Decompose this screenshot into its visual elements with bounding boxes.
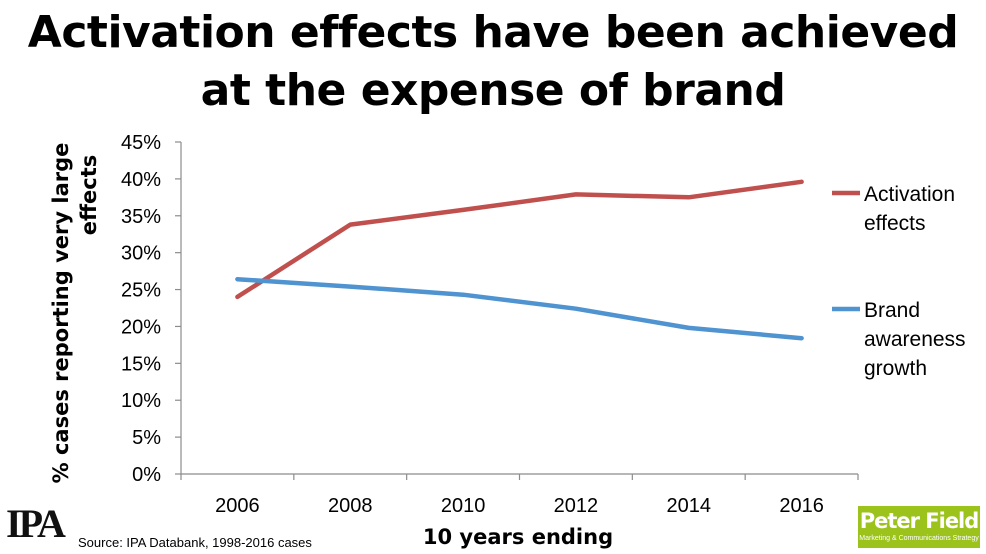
legend-label-1: awareness <box>864 328 966 351</box>
chart-title-line-1: Activation effects have been achieved <box>27 7 959 58</box>
legend-label-0: Activation <box>864 183 955 206</box>
y-axis-ticks: 0% 5% 10% 15% 20% 25% 30% 35% 40% 45% <box>121 132 181 486</box>
x-axis-ticks: 2006 2008 2010 2012 2014 2016 <box>180 474 859 517</box>
legend-label-0: effects <box>864 212 925 235</box>
chart-title: Activation effects have been achieved at… <box>0 4 986 120</box>
x-tick-label: 2014 <box>667 495 712 517</box>
legend: Activation effects Brand awareness growth <box>832 183 966 380</box>
ipa-logo: IPA <box>6 501 66 546</box>
legend-label-1: growth <box>864 357 927 380</box>
y-tick-label: 45% <box>121 132 161 154</box>
y-tick-label: 5% <box>132 427 161 449</box>
chart-title-line-2: at the expense of brand <box>200 65 786 116</box>
y-tick-label: 30% <box>121 243 161 265</box>
peter-field-logo-tagline: Marketing & Communications Strategy <box>859 535 979 542</box>
y-axis-label-line-2: effects <box>77 155 101 235</box>
y-tick-label: 20% <box>121 316 161 338</box>
peter-field-logo-name: Peter Field <box>859 509 980 533</box>
axes <box>180 142 858 475</box>
series-lines <box>235 179 804 341</box>
y-axis-label: % cases reporting very large <box>49 143 73 484</box>
y-tick-label: 10% <box>121 390 161 412</box>
y-tick-label: 40% <box>121 169 161 191</box>
series-line-1 <box>235 276 804 341</box>
y-tick-label: 35% <box>121 206 161 228</box>
legend-label-1: Brand <box>864 299 920 322</box>
x-tick-label: 2016 <box>779 495 824 517</box>
y-tick-label: 0% <box>132 464 161 486</box>
x-tick-label: 2006 <box>215 495 260 517</box>
x-tick-label: 2008 <box>328 495 373 517</box>
y-tick-label: 15% <box>121 353 161 375</box>
source-note: Source: IPA Databank, 1998-2016 cases <box>78 535 312 550</box>
y-tick-label: 25% <box>121 280 161 302</box>
x-tick-label: 2010 <box>441 495 486 517</box>
peter-field-logo: Peter Field Marketing & Communications S… <box>858 506 980 548</box>
x-axis-label: 10 years ending <box>423 525 613 549</box>
x-tick-label: 2012 <box>554 495 599 517</box>
series-line-0 <box>235 179 804 300</box>
